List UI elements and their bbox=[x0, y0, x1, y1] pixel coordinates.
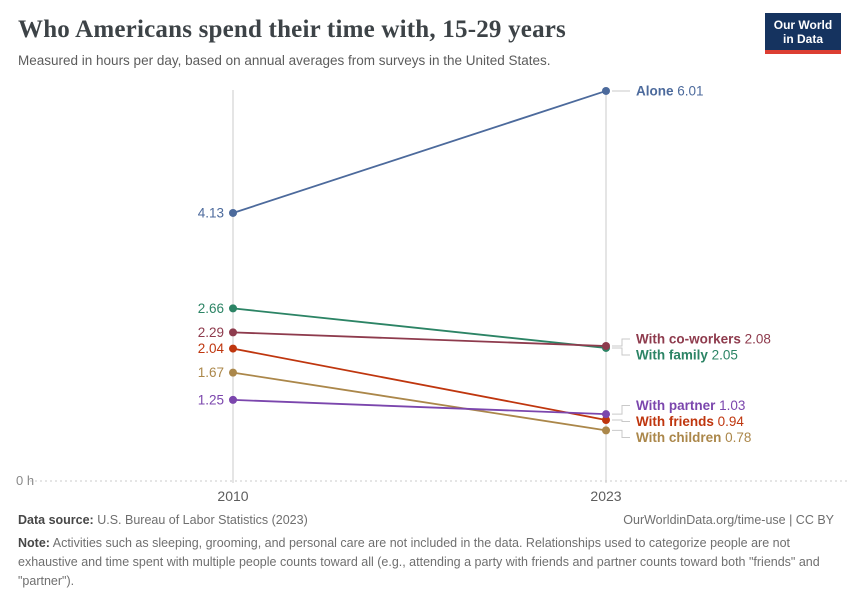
note: Note: Activities such as sleeping, groom… bbox=[18, 534, 834, 590]
label-connector-with-family bbox=[612, 347, 630, 356]
data-source: Data source: U.S. Bureau of Labor Statis… bbox=[18, 513, 308, 527]
series-line-with-partner bbox=[232, 398, 607, 416]
license-link[interactable]: OurWorldinData.org/time-use | CC BY bbox=[623, 513, 834, 527]
chart-footer: Data source: U.S. Bureau of Labor Statis… bbox=[18, 513, 834, 590]
end-label-with-children: With children 0.78 bbox=[636, 430, 751, 445]
x-tick-2023: 2023 bbox=[590, 488, 621, 504]
series-line-with-family bbox=[232, 307, 607, 349]
label-connector-with-children bbox=[612, 429, 630, 439]
point-2010-alone bbox=[229, 208, 237, 217]
end-label-value-with-family: 2.05 bbox=[708, 347, 738, 362]
end-label-name-with-children: With children bbox=[636, 430, 721, 445]
end-label-value-alone: 6.01 bbox=[674, 83, 704, 98]
x-tick-2010: 2010 bbox=[217, 488, 248, 504]
note-value: Activities such as sleeping, grooming, a… bbox=[18, 536, 820, 588]
end-label-alone: Alone 6.01 bbox=[636, 83, 704, 98]
end-label-name-with-partner: With partner bbox=[636, 398, 716, 413]
label-connector-with-co-workers bbox=[612, 338, 630, 347]
series-line-with-children bbox=[232, 371, 607, 432]
series-line-with-co-workers bbox=[232, 331, 607, 347]
start-value-with-co-workers: 2.29 bbox=[198, 325, 224, 340]
y-zero-label: 0 h bbox=[16, 473, 34, 488]
start-value-alone: 4.13 bbox=[198, 205, 224, 220]
data-source-label: Data source: bbox=[18, 513, 94, 527]
end-label-name-with-friends: With friends bbox=[636, 414, 714, 429]
point-2023-with-friends bbox=[602, 415, 610, 424]
point-2023-with-partner bbox=[602, 410, 610, 419]
start-value-with-family: 2.66 bbox=[198, 301, 224, 316]
start-value-with-partner: 1.25 bbox=[198, 392, 224, 407]
point-2010-with-co-workers bbox=[229, 328, 237, 337]
start-value-with-children: 1.67 bbox=[198, 365, 224, 380]
point-2010-with-family bbox=[229, 304, 237, 313]
label-connector-with-friends bbox=[612, 419, 630, 423]
point-2010-with-children bbox=[229, 368, 237, 377]
end-label-with-friends: With friends 0.94 bbox=[636, 414, 744, 429]
series-line-with-friends bbox=[232, 347, 607, 421]
end-label-value-with-friends: 0.94 bbox=[714, 414, 745, 429]
end-label-with-partner: With partner 1.03 bbox=[636, 398, 745, 413]
slope-chart: 0 h 2010 2023 4.13 2.66 2.292.04 1.67 1.25 Alone… bbox=[16, 83, 850, 504]
series-line-alone bbox=[232, 90, 607, 214]
end-label-name-with-family: With family bbox=[636, 347, 708, 362]
point-2023-alone bbox=[602, 86, 610, 95]
chart-header: Who Americans spend their time with, 15-… bbox=[0, 0, 850, 68]
data-source-value: U.S. Bureau of Labor Statistics (2023) bbox=[93, 513, 308, 527]
end-label-name-with-co-workers: With co-workers bbox=[636, 331, 741, 346]
point-2010-with-friends bbox=[229, 344, 237, 353]
end-label-with-co-workers: With co-workers 2.08 bbox=[636, 331, 771, 346]
chart-title: Who Americans spend their time with, 15-… bbox=[18, 16, 566, 43]
end-label-value-with-children: 0.78 bbox=[721, 430, 751, 445]
chart-subtitle: Measured in hours per day, based on annu… bbox=[18, 53, 551, 68]
point-2010-with-partner bbox=[229, 395, 237, 404]
end-label-value-with-co-workers: 2.08 bbox=[741, 331, 771, 346]
note-label: Note: bbox=[18, 536, 50, 550]
owid-logo-line1: Our World bbox=[773, 18, 833, 32]
end-label-value-with-partner: 1.03 bbox=[715, 398, 745, 413]
label-connector-with-partner bbox=[612, 405, 630, 415]
owid-logo-line2: in Data bbox=[782, 32, 823, 46]
owid-logo: Our World in Data bbox=[765, 13, 841, 54]
point-2023-with-co-workers bbox=[602, 342, 610, 351]
point-2023-with-children bbox=[602, 426, 610, 435]
start-value-with-friends: 2.04 bbox=[198, 341, 225, 356]
end-label-with-family: With family 2.05 bbox=[636, 347, 738, 362]
end-label-name-alone: Alone bbox=[636, 83, 674, 98]
